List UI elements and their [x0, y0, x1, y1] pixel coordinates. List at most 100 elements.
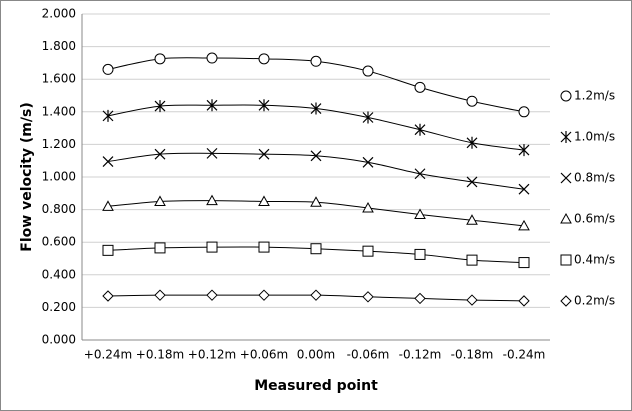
data-point — [310, 243, 322, 255]
y-tick-label: 0.200 — [42, 300, 76, 314]
data-point — [362, 156, 374, 168]
y-axis-title: Flow velocity (m/s) — [19, 102, 35, 251]
marker-shape — [414, 248, 426, 260]
data-point — [102, 290, 114, 302]
data-point — [102, 109, 114, 122]
y-tick-label: 0.000 — [42, 333, 76, 347]
marker-shape — [362, 111, 374, 124]
y-tick-label: 1.400 — [42, 104, 76, 118]
marker-shape — [154, 53, 166, 65]
y-tick-label: 2.000 — [42, 7, 76, 21]
x-tick-label: +0.12m — [188, 348, 236, 362]
marker-shape — [560, 295, 572, 307]
y-tick-label: 0.400 — [42, 267, 76, 281]
marker-shape — [560, 212, 572, 224]
marker-shape — [206, 241, 218, 253]
marker-shape — [206, 194, 218, 206]
x-tick-label: -0.18m — [451, 348, 494, 362]
marker-shape — [206, 99, 218, 112]
y-tick-label: 1.200 — [42, 137, 76, 151]
data-point — [154, 242, 166, 254]
marker-shape — [102, 244, 114, 256]
marker-shape — [362, 156, 374, 168]
marker-shape — [560, 90, 572, 102]
marker-shape — [102, 63, 114, 75]
data-point — [154, 289, 166, 301]
marker-shape — [310, 243, 322, 255]
marker-shape — [560, 131, 572, 143]
marker-shape — [310, 289, 322, 301]
legend-label: 1.0m/s — [574, 130, 615, 144]
legend-marker — [560, 90, 572, 102]
marker-shape — [466, 136, 478, 149]
marker-shape — [560, 172, 572, 184]
marker-shape — [362, 245, 374, 257]
marker-shape — [206, 147, 218, 159]
marker-shape — [466, 254, 478, 266]
marker-shape — [258, 53, 270, 65]
data-point — [154, 148, 166, 160]
data-point — [206, 289, 218, 301]
marker-shape — [362, 291, 374, 303]
marker-shape — [518, 257, 530, 269]
data-point — [362, 291, 374, 303]
data-point — [258, 241, 270, 253]
marker-shape — [102, 200, 114, 211]
marker-shape — [518, 295, 530, 307]
marker-shape — [258, 195, 270, 206]
marker-shape — [310, 55, 322, 67]
legend-marker — [560, 172, 572, 184]
marker-shape — [560, 254, 572, 266]
data-point — [466, 254, 478, 266]
y-tick-label: 0.600 — [42, 235, 76, 249]
data-point — [414, 248, 426, 260]
x-tick-label: +0.24m — [84, 348, 132, 362]
marker-shape — [258, 99, 270, 112]
legend-label: 0.4m/s — [574, 253, 615, 267]
data-point — [414, 292, 426, 305]
data-point — [414, 81, 426, 93]
data-point — [206, 99, 218, 112]
marker-shape — [518, 144, 530, 157]
data-point — [154, 195, 166, 206]
y-tick-label: 1.800 — [42, 39, 76, 53]
marker-shape — [414, 123, 426, 136]
data-point — [258, 148, 270, 160]
data-point — [102, 244, 114, 256]
data-point — [466, 294, 478, 306]
marker-shape — [154, 148, 166, 160]
marker-shape — [518, 183, 530, 195]
x-tick-label: +0.18m — [136, 348, 184, 362]
data-point — [206, 147, 218, 159]
marker-shape — [466, 294, 478, 306]
legend-marker — [560, 212, 572, 224]
marker-shape — [466, 95, 478, 107]
data-point — [154, 100, 166, 113]
data-point — [258, 99, 270, 112]
data-point — [362, 65, 374, 77]
legend-label: 0.8m/s — [574, 171, 615, 185]
marker-shape — [102, 109, 114, 122]
marker-shape — [310, 196, 322, 207]
x-axis-title: Measured point — [254, 378, 378, 394]
marker-shape — [310, 102, 322, 115]
data-point — [466, 214, 478, 225]
data-point — [518, 144, 530, 157]
data-point — [154, 53, 166, 65]
legend-marker — [560, 295, 572, 307]
y-tick-label: 1.600 — [42, 72, 76, 86]
marker-shape — [154, 195, 166, 206]
data-point — [206, 194, 218, 206]
x-tick-label: -0.12m — [399, 348, 442, 362]
data-point — [310, 196, 322, 207]
marker-shape — [206, 289, 218, 301]
marker-shape — [414, 168, 426, 180]
marker-shape — [414, 208, 426, 219]
marker-shape — [414, 81, 426, 93]
marker-shape — [310, 150, 322, 162]
x-tick-label: 0.00m — [297, 348, 335, 362]
x-tick-label: -0.24m — [503, 348, 546, 362]
data-point — [362, 111, 374, 124]
data-point — [258, 53, 270, 65]
